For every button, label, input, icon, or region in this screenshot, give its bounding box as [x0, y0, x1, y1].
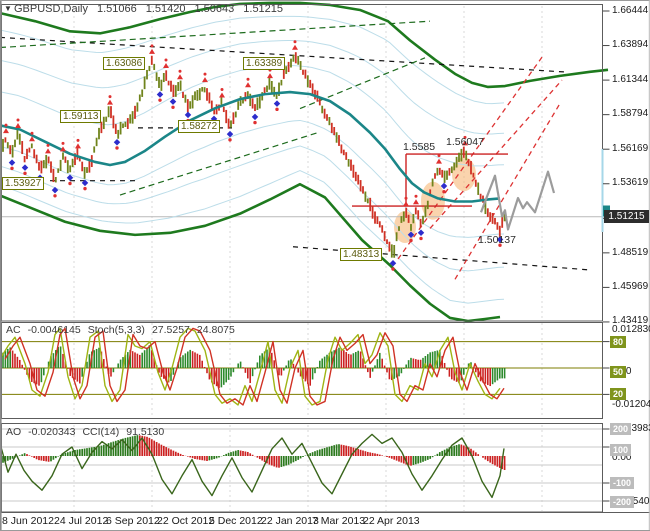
- ohlc-open: 1.51066: [96, 3, 137, 15]
- stoch-signal-value: 24.8075: [196, 324, 235, 336]
- price-annotation-text[interactable]: 1.56047: [446, 136, 484, 148]
- price-annotation-text[interactable]: 1.50137: [478, 234, 516, 246]
- time-axis-label: 5 Dec 2012: [209, 515, 263, 527]
- time-axis-label: 8 Jun 2012: [2, 515, 54, 527]
- ao-indicator-label: AO: [6, 426, 22, 438]
- current-price-badge: 1.51215: [604, 210, 649, 223]
- symbol-period-label: GBPUSD,Daily: [14, 3, 88, 15]
- price-annotation-box[interactable]: 1.59113: [60, 110, 102, 123]
- price-axis-label: 1.58794: [612, 108, 649, 119]
- price-annotation-box[interactable]: 1.63389: [243, 57, 286, 70]
- cci-level-badge-200: 200: [610, 423, 632, 435]
- stoch-level-badge-50: 50: [610, 366, 627, 378]
- panel1-axis-top: 0.012830: [612, 324, 650, 335]
- panel2-axis-zero: 0.00: [612, 452, 632, 463]
- price-axis-label: 1.56169: [612, 143, 649, 154]
- chevron-down-icon[interactable]: ▼: [4, 4, 12, 13]
- price-axis-label: 1.48519: [612, 247, 649, 258]
- cci-level-badge-n100: -100: [610, 477, 635, 489]
- price-axis-label: 1.43419: [612, 315, 649, 326]
- panel1-axis-bottom: -0.012045: [612, 399, 650, 410]
- time-axis-label: 7 Mar 2013: [312, 515, 366, 527]
- panel1-title: AC -0.0046145 Stoch(5,3,3) 27.5257 24.80…: [6, 324, 235, 336]
- price-annotation-box[interactable]: 1.53927: [2, 177, 45, 190]
- time-axis-label: 6 Sep 2012: [106, 515, 160, 527]
- price-annotation-box[interactable]: 1.48313: [340, 248, 383, 261]
- symbol-header: GBPUSD,Daily 1.51066 1.51420 1.50643 1.5…: [14, 3, 283, 15]
- cci-level-badge-n200: -200: [610, 496, 635, 508]
- price-annotation-box[interactable]: 1.58272: [178, 120, 221, 133]
- price-axis-label: 1.45969: [612, 281, 649, 292]
- time-axis-label: 22 Jan 2013: [261, 515, 319, 527]
- cci-indicator-value: 91.5130: [126, 426, 165, 438]
- price-axis-label: 1.61344: [612, 74, 649, 85]
- stoch-main-value: 27.5257: [151, 324, 190, 336]
- time-axis-label: 22 Oct 2012: [157, 515, 215, 527]
- price-axis-label: 1.53619: [612, 177, 649, 188]
- time-axis-label: 22 Apr 2013: [363, 515, 420, 527]
- price-annotation-text[interactable]: 1.5585: [403, 141, 436, 153]
- ao-indicator-value: -0.020343: [28, 426, 76, 438]
- ac-indicator-value: -0.0046145: [27, 324, 81, 336]
- cci-indicator-label: CCI(14): [82, 426, 120, 438]
- price-annotation-box[interactable]: 1.63086: [103, 57, 146, 70]
- panel2-title: AO -0.020343 CCI(14) 91.5130: [6, 426, 164, 438]
- stoch-indicator-label: Stoch(5,3,3): [87, 324, 145, 336]
- ohlc-low: 1.50643: [194, 3, 235, 15]
- time-axis-label: 24 Jul 2012: [54, 515, 109, 527]
- stoch-level-badge-80: 80: [610, 336, 627, 348]
- ohlc-high: 1.51420: [145, 3, 186, 15]
- cci-level-badge-100: 100: [610, 444, 632, 456]
- stoch-level-badge-20: 20: [610, 388, 627, 400]
- ohlc-close: 1.51215: [243, 3, 284, 15]
- price-axis-label: 1.63894: [612, 39, 649, 50]
- price-axis-label: 1.66444: [612, 5, 649, 16]
- ac-indicator-label: AC: [6, 324, 21, 336]
